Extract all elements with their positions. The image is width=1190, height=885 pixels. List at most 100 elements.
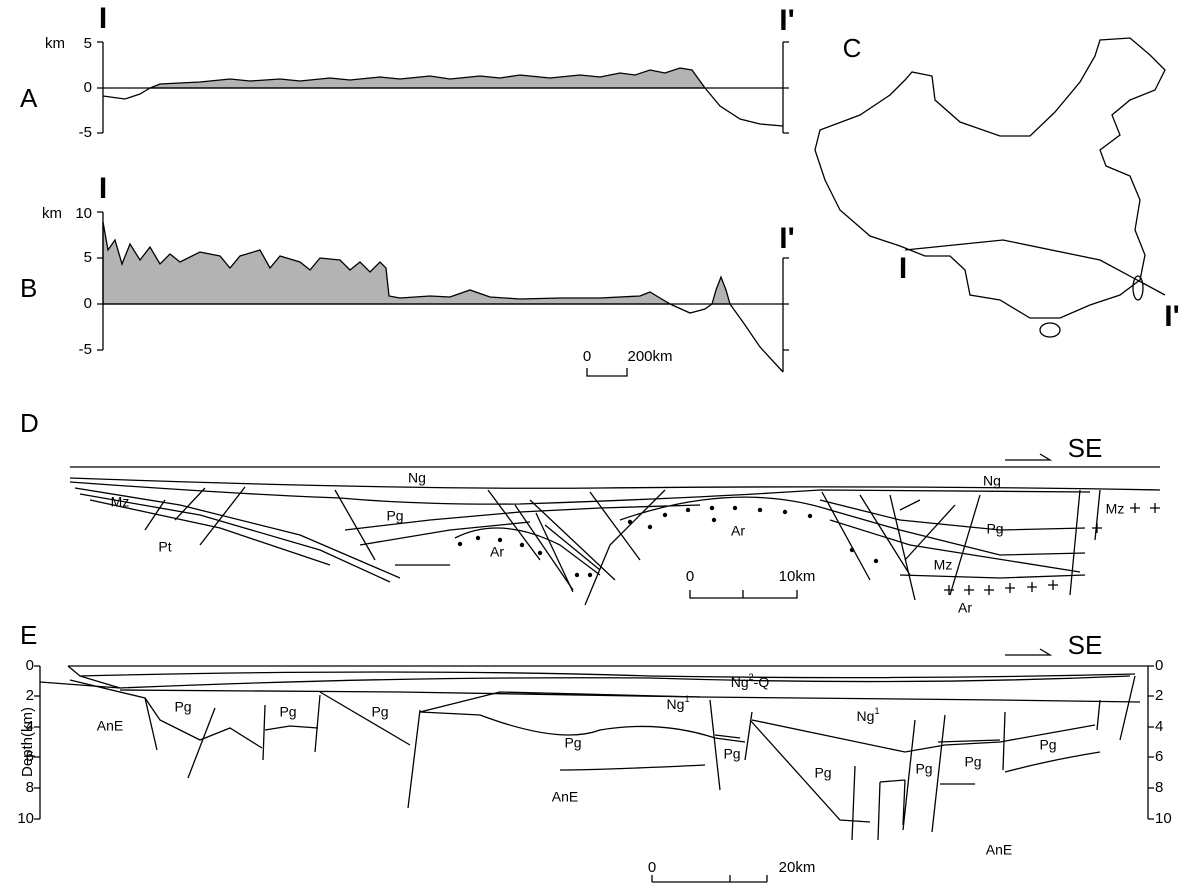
topography-line <box>670 304 783 372</box>
unit-label: Pg <box>386 508 403 524</box>
unit-label: AnE <box>986 842 1012 858</box>
unit-label: Ng1 <box>857 706 880 723</box>
y-tick-label: 10 <box>75 205 92 222</box>
taiwan <box>1133 276 1143 300</box>
topography-fill <box>150 68 705 88</box>
section-end: I' <box>1164 300 1179 333</box>
unit-label: AnE <box>552 789 578 805</box>
panel-label: D <box>20 408 39 438</box>
unit-label: Mz <box>111 494 130 510</box>
unit-label: Pg <box>964 754 981 770</box>
panel-b <box>97 212 789 376</box>
direction-label: SE <box>1068 433 1103 463</box>
direction-arrow <box>1005 649 1050 655</box>
unit-label: Ng <box>983 473 1001 489</box>
figure: AII'km50-5BII'km1050-50200kmCII'DSENgNgM… <box>0 0 1190 885</box>
scale-bar <box>587 368 627 376</box>
unit-label: Pg <box>814 765 831 781</box>
section-start: I <box>99 2 107 35</box>
unit-base: Ng <box>731 674 749 690</box>
scale-label: 0 <box>583 348 591 365</box>
y-tick-label: 10 <box>17 810 34 827</box>
unit-base: Ng <box>667 696 685 712</box>
y-tick-label: 10 <box>1155 810 1172 827</box>
unit-label: AnE <box>97 718 123 734</box>
direction-arrow <box>1005 454 1050 460</box>
section-start: I <box>899 252 907 285</box>
unit-label: Mz <box>1106 501 1125 517</box>
panel-label: A <box>20 83 38 113</box>
scale-label: 10km <box>779 568 816 585</box>
china-outline <box>815 38 1165 318</box>
y-tick-label: 6 <box>1155 748 1163 765</box>
right-axis <box>783 258 789 372</box>
scale-label: 0 <box>648 859 656 876</box>
unit-sup: 1 <box>684 694 689 704</box>
unit-label: Pg <box>371 704 388 720</box>
fault <box>145 487 1100 605</box>
y-tick-label: -5 <box>79 341 92 358</box>
y-tick-label: -5 <box>79 124 92 141</box>
y-tick-label: 4 <box>1155 718 1163 735</box>
topography-line <box>103 88 783 126</box>
y-tick-label: 2 <box>26 687 34 704</box>
y-tick-label: 8 <box>1155 779 1163 796</box>
y-tick-label: 2 <box>1155 687 1163 704</box>
scale-label: 20km <box>779 859 816 876</box>
section-end: I' <box>779 4 794 37</box>
right-axis <box>783 42 789 133</box>
scale-bar <box>690 590 797 598</box>
hainan <box>1040 323 1060 337</box>
unit-label: Pg <box>986 521 1003 537</box>
unit-label: Ar <box>490 544 504 560</box>
scale-label: 200km <box>627 348 672 365</box>
left-axis <box>97 42 103 133</box>
unit-label: Pg <box>915 761 932 777</box>
unit-label: Pt <box>158 539 171 555</box>
unit-base: Ng <box>857 708 875 724</box>
unit-label: Mz <box>934 557 953 573</box>
panel-label: C <box>843 33 862 63</box>
unit-rest: -Q <box>754 674 770 690</box>
axis-unit: km <box>42 205 62 222</box>
right-axis <box>1148 666 1154 819</box>
unit-label: Pg <box>279 704 296 720</box>
scale-label: 0 <box>686 568 694 585</box>
panel-c <box>815 38 1165 337</box>
y-tick-label: 0 <box>26 657 34 674</box>
y-tick-label: 5 <box>84 35 92 52</box>
fault <box>145 676 1135 840</box>
unit-label: Pg <box>1039 737 1056 753</box>
unit-label: Ng1 <box>667 694 690 711</box>
panel-label: E <box>20 620 37 650</box>
section-start: I <box>99 172 107 205</box>
unit-sup: 1 <box>874 706 879 716</box>
direction-label: SE <box>1068 630 1103 660</box>
y-tick-label: 0 <box>1155 657 1163 674</box>
section-end: I' <box>779 222 794 255</box>
unit-label: Pg <box>564 735 581 751</box>
unit-label: Ng <box>408 470 426 486</box>
panel-label: B <box>20 273 37 303</box>
horizon <box>40 666 1140 702</box>
topography-fill <box>103 222 670 304</box>
scale-bar <box>652 875 767 882</box>
panel-a <box>97 42 789 133</box>
topography-fill <box>712 277 730 304</box>
y-tick-label: 4 <box>26 718 34 735</box>
unit-label: Pg <box>174 699 191 715</box>
unit-label: Ar <box>958 600 972 616</box>
left-axis <box>97 212 103 350</box>
unit-label: Ar <box>731 523 745 539</box>
dots <box>458 506 878 577</box>
y-tick-label: 5 <box>84 249 92 266</box>
unit-label: Ng2-Q <box>731 672 770 689</box>
y-tick-label: 0 <box>84 295 92 312</box>
section-line <box>905 240 1165 295</box>
horizon <box>70 482 1090 504</box>
y-tick-label: 0 <box>84 79 92 96</box>
y-tick-label: 8 <box>26 779 34 796</box>
axis-unit: km <box>45 35 65 52</box>
y-tick-label: 6 <box>26 748 34 765</box>
unit-label: Pg <box>723 746 740 762</box>
